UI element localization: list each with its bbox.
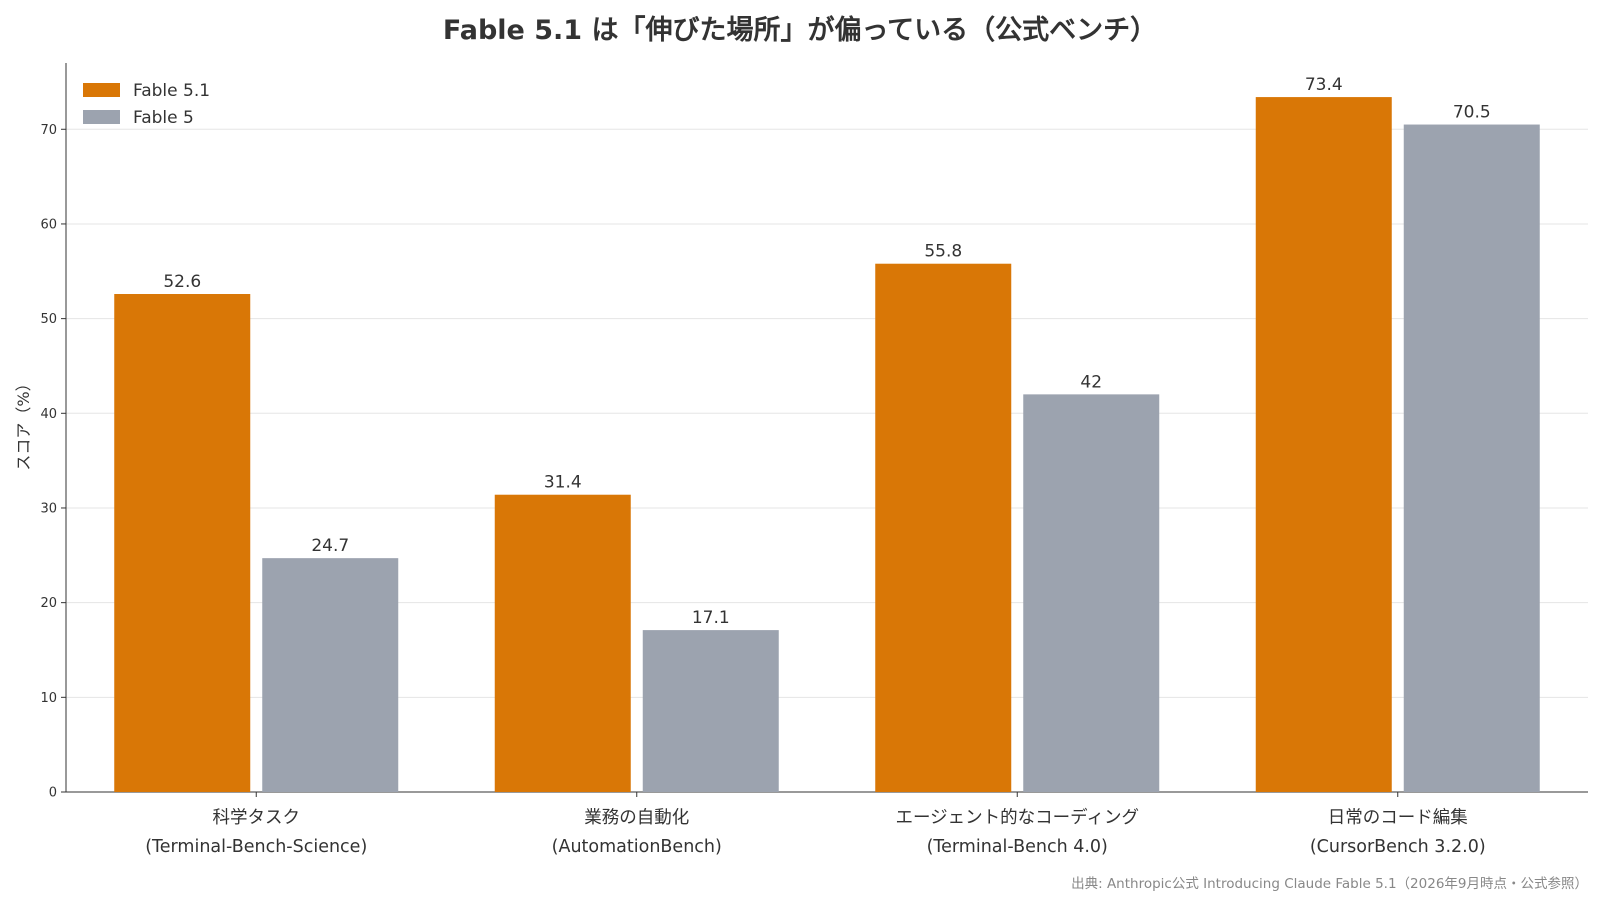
x-tick-label: 業務の自動化 [584,808,689,828]
labels: 52.6 24.7 科学タスク (Terminal-Bench-Science) 31.… [145,75,1490,857]
legend-label: Fable 5 [133,108,194,128]
bar [642,630,779,792]
y-tick-label: 20 [40,596,57,611]
bar-value-label: 52.6 [163,272,201,292]
legend: Fable 5.1 Fable 5 [83,81,210,128]
x-tick-sublabel: (AutomationBench) [552,837,722,857]
bar [262,558,399,792]
bar-value-label: 31.4 [544,473,582,493]
y-tick-label: 10 [40,691,57,706]
x-tick-sublabel: (Terminal-Bench-Science) [145,837,367,857]
bar [1255,97,1392,792]
y-tick-label: 60 [40,217,57,232]
bar [494,494,631,792]
y-tick-label: 0 [49,786,57,801]
legend-swatch [83,110,120,124]
bar-value-label: 70.5 [1453,103,1491,123]
x-tick-label: エージェント的なコーディング [896,807,1139,828]
legend-label: Fable 5.1 [133,81,210,101]
bar [1403,124,1540,793]
y-tick-label: 70 [40,123,57,138]
x-tick-label: 科学タスク [213,808,301,828]
bar-value-label: 24.7 [311,536,349,556]
y-tick-label: 30 [40,501,57,516]
bar [1023,394,1160,792]
bars [114,97,1540,793]
bar-value-label: 73.4 [1305,75,1343,95]
y-tick-label: 40 [40,407,57,422]
chart-title: Fable 5.1 は「伸びた場所」が偏っている（公式ベンチ） [443,14,1157,46]
bar-value-label: 42 [1080,372,1102,392]
bar [114,294,251,792]
legend-swatch [83,83,120,97]
x-tick-label: 日常のコード編集 [1328,808,1468,828]
y-axis-label: スコア（%） [14,375,33,470]
bar-value-label: 17.1 [692,608,730,628]
source-note: 出典: Anthropic公式 Introducing Claude Fable… [1071,875,1588,892]
bar-value-label: 55.8 [924,242,962,262]
bar [875,263,1012,793]
x-tick-sublabel: (Terminal-Bench 4.0) [927,837,1108,857]
x-tick-sublabel: (CursorBench 3.2.0) [1310,837,1486,857]
y-tick-label: 50 [40,312,57,327]
